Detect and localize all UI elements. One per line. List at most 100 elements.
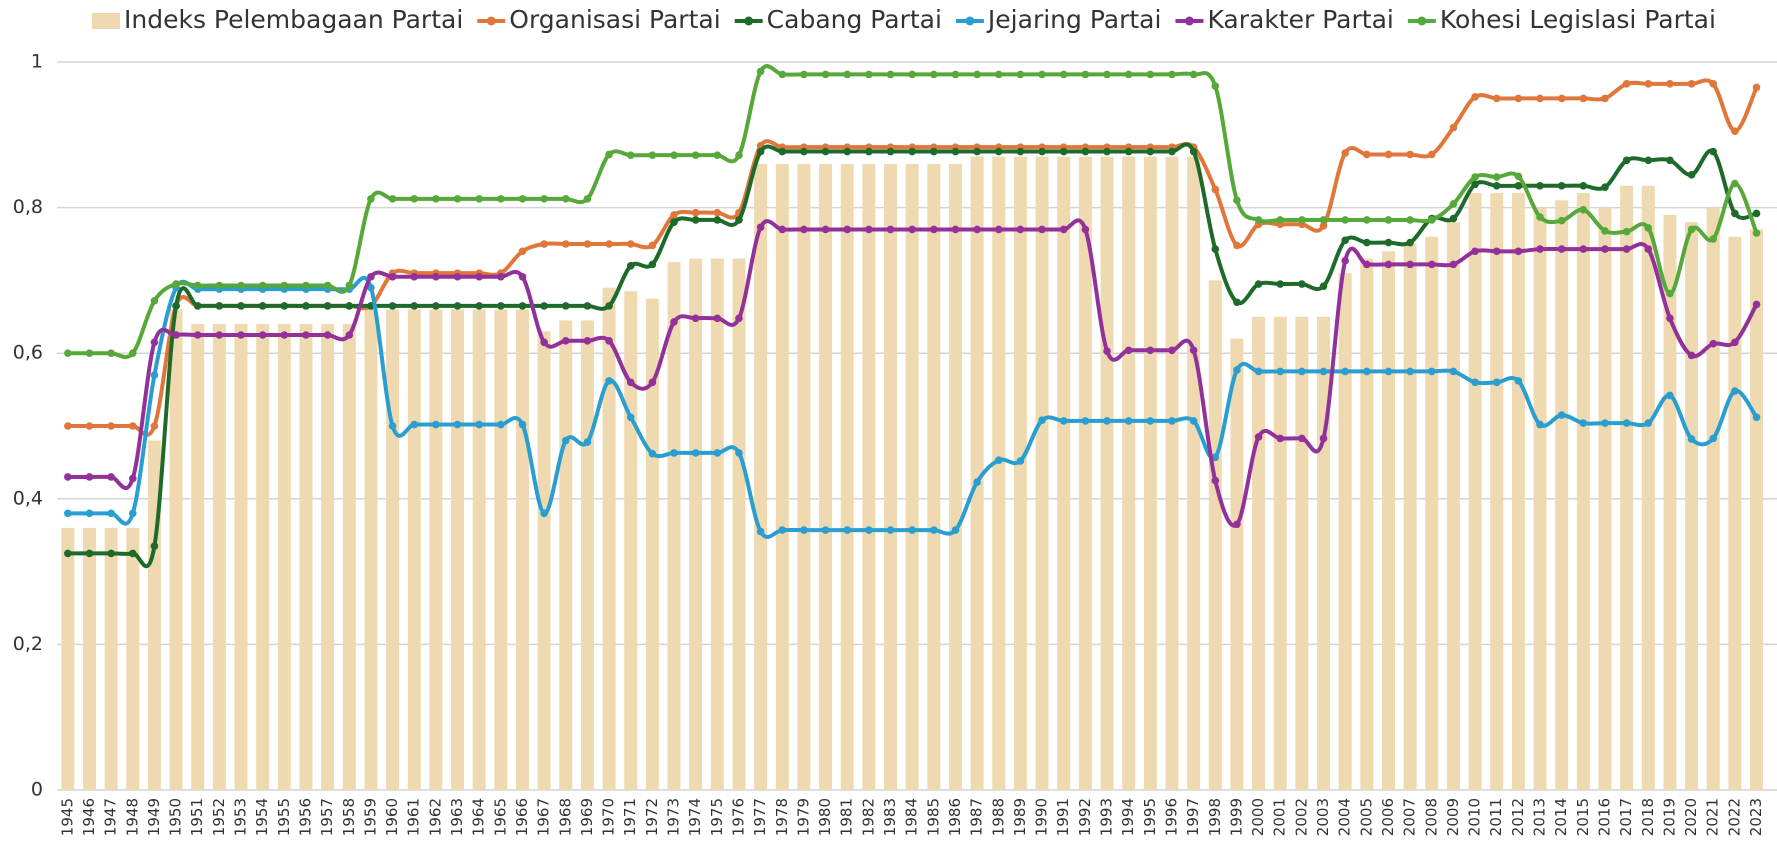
bar — [970, 156, 984, 790]
point — [1189, 346, 1198, 355]
bar — [1273, 316, 1287, 790]
point — [713, 208, 722, 217]
point — [432, 195, 440, 203]
point — [605, 337, 613, 345]
point — [367, 195, 375, 203]
x-tick-label: 1987 — [968, 798, 986, 836]
point — [735, 151, 743, 159]
point — [1406, 260, 1414, 269]
point — [1731, 338, 1739, 347]
point — [1341, 149, 1349, 157]
bar — [364, 309, 378, 790]
point — [648, 260, 657, 269]
point — [1492, 247, 1501, 256]
point — [865, 147, 873, 156]
bar — [321, 324, 335, 790]
bar — [667, 262, 681, 790]
point — [800, 70, 808, 79]
legend-label: Karakter Partai — [1207, 5, 1393, 34]
point — [410, 272, 419, 281]
legend-item: Kohesi Legislasi Partai — [1407, 5, 1716, 34]
bar — [126, 527, 140, 790]
bar — [624, 291, 638, 790]
point — [1016, 70, 1025, 79]
point — [648, 151, 657, 159]
x-tick-label: 1945 — [58, 798, 76, 836]
point — [1276, 434, 1285, 443]
point — [973, 225, 981, 234]
point — [1514, 94, 1523, 103]
point — [1471, 180, 1479, 189]
point — [1189, 70, 1198, 79]
bar — [1360, 258, 1374, 790]
point — [193, 331, 202, 339]
legend-swatch — [486, 16, 496, 26]
x-tick-label: 1954 — [253, 798, 271, 836]
point — [843, 70, 852, 79]
point — [605, 240, 613, 248]
x-tick-label: 1998 — [1206, 798, 1224, 836]
point — [1103, 347, 1111, 355]
bar — [1295, 316, 1309, 790]
bar — [1252, 316, 1266, 790]
bar — [1403, 244, 1417, 790]
point — [540, 338, 548, 347]
bar — [1446, 222, 1460, 790]
point — [561, 436, 570, 445]
point — [626, 262, 635, 270]
x-tick-label: 2012 — [1509, 798, 1527, 836]
x-tick-label: 2006 — [1379, 798, 1397, 836]
point — [1709, 235, 1718, 243]
bar — [1165, 156, 1179, 790]
point — [1189, 147, 1198, 156]
point — [1168, 346, 1176, 355]
x-tick-label: 1991 — [1054, 798, 1072, 836]
point — [85, 509, 94, 518]
point — [64, 422, 72, 430]
point — [1471, 93, 1479, 101]
point — [1038, 225, 1046, 234]
point — [150, 422, 159, 430]
point — [345, 302, 354, 310]
x-tick-label: 1968 — [556, 798, 574, 836]
point — [497, 420, 505, 429]
bar — [1230, 338, 1244, 790]
point — [258, 281, 267, 290]
x-tick-label: 1996 — [1162, 798, 1180, 836]
point — [388, 272, 397, 281]
point — [475, 195, 483, 203]
point — [561, 195, 570, 203]
point — [735, 449, 743, 457]
point — [1103, 70, 1111, 79]
point — [237, 331, 245, 339]
bar — [299, 324, 313, 790]
point — [388, 422, 397, 430]
point — [670, 211, 678, 219]
point — [1557, 216, 1566, 225]
legend-label: Cabang Partai — [767, 5, 942, 34]
point — [1298, 216, 1306, 224]
point — [1211, 245, 1220, 253]
point — [1731, 179, 1739, 188]
point — [540, 302, 548, 310]
point — [128, 349, 137, 358]
point — [475, 272, 483, 281]
point — [1406, 150, 1414, 159]
point — [561, 302, 570, 310]
point — [172, 331, 180, 339]
point — [1579, 94, 1588, 103]
point — [886, 225, 895, 234]
point — [107, 422, 115, 430]
point — [583, 240, 592, 248]
point — [626, 378, 635, 387]
point — [193, 281, 202, 290]
point — [1492, 181, 1501, 190]
point — [691, 216, 700, 224]
point — [1731, 127, 1739, 135]
point — [1081, 225, 1090, 234]
legend-item: Cabang Partai — [734, 5, 942, 34]
x-tick-label: 1999 — [1227, 798, 1245, 836]
bar — [559, 320, 573, 790]
point — [561, 240, 570, 248]
